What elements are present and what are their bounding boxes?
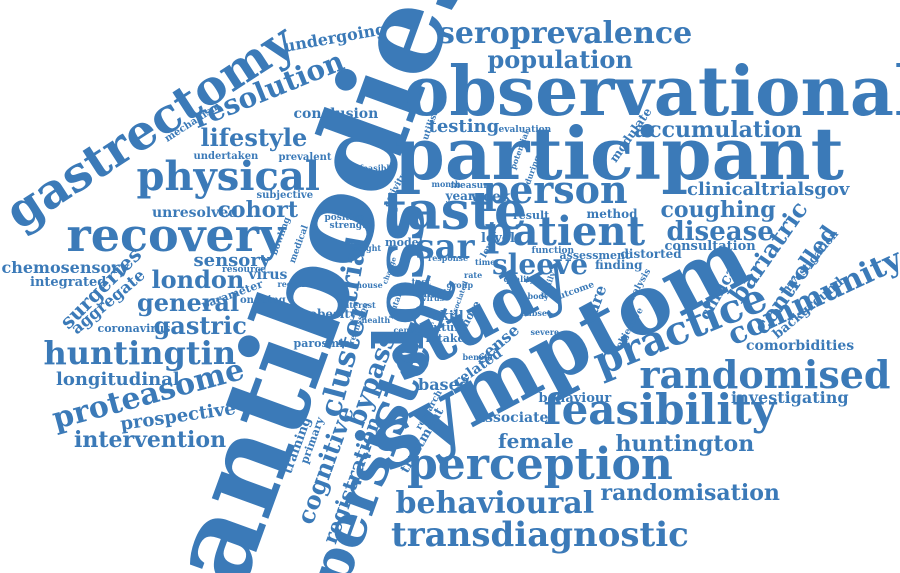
cloud-word: sleeve [492,248,589,281]
cloud-word: week [471,189,511,205]
cloud-word: function [531,245,575,256]
cloud-word: observational [404,52,900,132]
cloud-word: perception [407,439,673,490]
cloud-word: investigating [731,388,849,407]
cloud-word: feasibility [543,385,777,434]
cloud-word: quality [503,274,535,284]
cloud-word: model [385,235,423,249]
cloud-word: mhtt [423,286,453,300]
cloud-word: prevalent [278,152,332,163]
cloud-word: intake [425,331,465,345]
cloud-word: coughing [660,197,776,223]
cloud-word: seroprevalence [438,16,693,51]
cloud-word: distorted [620,247,682,261]
cloud-word: transdiagnostic [391,515,689,555]
cloud-word: parosmia [293,336,351,350]
cloud-word: severe [530,327,560,337]
cloud-word: taste [383,181,528,242]
cloud-word: body [527,291,549,301]
cloud-word: result [513,208,550,222]
cloud-word: intervention [74,427,227,453]
cloud-word: test [411,277,431,288]
cloud-word: population [487,45,633,74]
cloud-word: behavioural [395,486,595,521]
cloud-word: ongoing [240,295,286,306]
cloud-word: month [431,179,461,189]
cloud-word: strength [329,220,373,231]
cloud-word: randomised [639,352,891,397]
cloud-word: gastric [153,311,247,340]
cloud-word: coronavirus [97,321,171,335]
cloud-word: measure [450,180,494,191]
cloud-word: clinicaltrialsgov [687,179,850,200]
cloud-word: interest [340,300,376,310]
cloud-word: london [151,265,245,294]
cloud-word: huntingtin [43,334,237,372]
cloud-word: positive [324,212,364,223]
cloud-word: patient [484,208,646,255]
cloud-word: participant [394,111,844,196]
cloud-word: consultation [664,238,756,254]
cloud-word: associate [476,410,549,426]
cloud-word: finding [595,258,643,272]
cloud-word: mouse [353,280,383,290]
cloud-word: physical [136,153,320,200]
cloud-word: response [428,253,469,263]
cloud-word: centre [393,325,423,335]
cloud-word: integrated [30,274,107,290]
cloud-word: randomisation [600,480,780,506]
cloud-word: longitudinal [56,369,180,390]
cloud-word: general [137,288,240,317]
cloud-word: undertaken [193,151,259,162]
cloud-word: level [481,230,515,246]
cloud-word: disease [666,217,774,247]
cloud-word: assessment [559,248,631,262]
cloud-word: evaluation [498,124,552,135]
cloud-word: lifestyle [200,123,308,152]
cloud-word: accumulation [634,117,803,143]
cloud-word: resource [222,264,267,275]
cloud-word: group [446,280,474,290]
cloud-word: conclusion [293,106,379,122]
cloud-word: subjective [256,190,314,201]
cloud-word: virus [248,267,288,283]
cloud-word: unresolved [152,205,239,221]
cloud-word: time [475,257,496,267]
cloud-word: based [418,375,470,394]
cloud-word: cohort [217,197,299,223]
cloud-word: rate [464,270,483,280]
cloud-word: virus [422,293,445,303]
cloud-word: future [428,320,468,334]
cloud-word: sar [415,227,475,267]
cloud-word: benefit [462,352,494,362]
cloud-word: person [482,167,628,212]
cloud-word: behaviour [538,390,612,406]
cloud-word: recruit [277,279,309,289]
cloud-word: method [586,207,638,221]
cloud-word: chemosensory [1,258,129,277]
cloud-word: sensory [193,250,271,271]
cloud-word: subset [521,308,551,318]
cloud-word: weight [351,243,382,253]
cloud-word: huntington [615,431,755,457]
cloud-word: female [498,429,574,453]
cloud-word: skill [432,308,464,324]
cloud-word: feasible [359,163,395,173]
cloud-word: recovery [66,208,286,262]
cloud-word: health [361,315,391,325]
cloud-word: obesity [309,307,357,321]
cloud-word: comorbidities [746,338,855,354]
cloud-word: year [445,189,475,203]
cloud-word: testing [428,116,500,137]
